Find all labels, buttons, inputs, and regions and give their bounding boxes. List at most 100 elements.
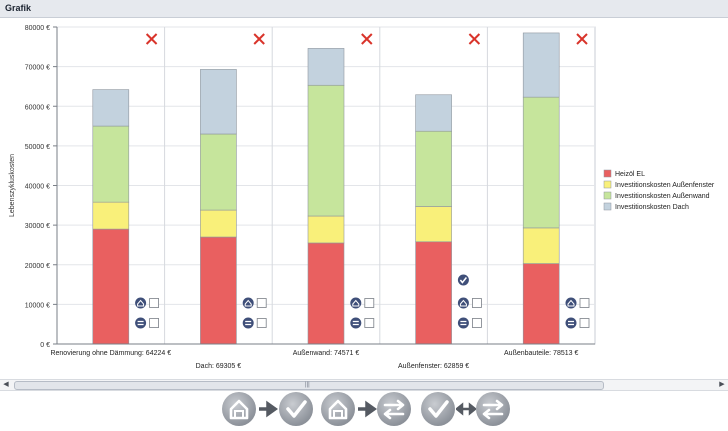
y-tick-label: 30000 € [25, 223, 50, 230]
swap-icon [482, 399, 504, 420]
bar-segment [522, 32, 560, 98]
remove-x-icon[interactable] [361, 33, 373, 45]
selection-checkbox[interactable] [471, 318, 482, 328]
house-button-2[interactable] [321, 392, 355, 426]
bar-segment [415, 130, 452, 207]
legend-swatch [603, 191, 612, 200]
y-axis-label: Lebenszykluskosten [9, 154, 16, 217]
selection-checkbox[interactable] [149, 318, 160, 328]
swap-small-icon [565, 317, 577, 329]
y-tick-label: 40000 € [25, 184, 50, 191]
x-category-label: Renovierung ohne Dämmung: 64224 € [50, 350, 171, 357]
legend-swatch [603, 202, 612, 211]
y-tick-label: 70000 € [25, 65, 50, 72]
bar-segment [307, 242, 345, 345]
horizontal-scrollbar[interactable]: ◀ ||| ▶ [0, 379, 728, 391]
scroll-right-icon[interactable]: ▶ [719, 381, 725, 388]
scroll-grip: ||| [305, 382, 310, 388]
bar-segment [307, 84, 345, 217]
bottom-toolbar [0, 390, 728, 429]
house-small-icon-glyph [459, 299, 467, 307]
scroll-thumb[interactable]: ||| [14, 381, 604, 390]
selection-checkbox[interactable] [256, 298, 267, 308]
bar-segment [307, 48, 345, 86]
panel-title: Grafik [5, 3, 32, 13]
bar-segment [415, 241, 452, 345]
house-small-icon-glyph [137, 299, 145, 307]
swap-small-icon-glyph [460, 320, 467, 326]
check-button-2[interactable] [421, 392, 455, 426]
stacked-bar-chart: 0 € 10000 € 20000 € 30000 € 40000 € 50000 € 60… [9, 25, 715, 370]
bar-segment [92, 89, 130, 127]
bar-segment [200, 236, 237, 345]
house-small-icon-glyph [567, 299, 575, 307]
selection-checkbox[interactable] [579, 318, 590, 328]
selection-checkbox[interactable] [149, 298, 160, 308]
check-icon [428, 400, 449, 418]
swap-small-icon-glyph [245, 320, 252, 326]
y-tick-label: 20000 € [25, 263, 50, 270]
bar-segment [415, 94, 452, 132]
house-icon [229, 399, 249, 420]
legend-label: Investitionskosten Außenfenster [615, 182, 715, 189]
swap-small-icon [350, 317, 362, 329]
check-button[interactable] [279, 392, 313, 426]
swap-small-icon [457, 317, 469, 329]
swap-button[interactable] [377, 392, 411, 426]
swap-small-icon [135, 317, 147, 329]
swap-button-2[interactable] [476, 392, 510, 426]
bar-segment [200, 69, 237, 135]
bar-segment [92, 228, 130, 345]
bar-segment [307, 215, 345, 244]
legend-swatch [603, 169, 612, 178]
selection-checkbox[interactable] [364, 318, 375, 328]
bar-segment [522, 227, 560, 264]
arrow-both-icon [456, 402, 476, 416]
swap-icon [383, 399, 405, 420]
swap-small-icon-glyph [568, 320, 574, 326]
legend-label: Investitionskosten Dach [615, 204, 689, 211]
checkmark-icon-stroke [459, 277, 467, 284]
bar-segment [92, 201, 130, 230]
house-small-icon [350, 297, 362, 309]
x-category-label: Dach: 69305 € [196, 363, 242, 370]
house-small-icon [565, 297, 577, 309]
checkmark-icon [457, 274, 469, 286]
x-category-label: Außenfenster: 62859 € [398, 363, 469, 370]
y-tick-label: 10000 € [25, 302, 50, 309]
selection-checkbox[interactable] [256, 318, 267, 328]
remove-x-icon[interactable] [145, 33, 158, 45]
check-icon [286, 400, 307, 418]
y-tick-label: 80000 € [25, 25, 50, 32]
house-small-icon [457, 297, 469, 309]
selection-checkbox[interactable] [471, 298, 482, 308]
y-tick-label: 60000 € [25, 104, 50, 111]
bar-segment [200, 133, 237, 211]
bar-segment [200, 209, 237, 238]
arrow-right-icon [358, 400, 377, 418]
swap-small-icon [242, 317, 254, 329]
arrow-right-icon [259, 400, 278, 418]
x-category-label: Außenbauteile: 78513 € [504, 350, 578, 357]
legend-swatch [603, 180, 612, 189]
remove-x-icon[interactable] [253, 33, 265, 45]
bar-segment [415, 206, 452, 243]
house-small-icon-glyph [244, 299, 252, 307]
house-small-icon [242, 297, 254, 309]
panel-titlebar: Grafik [0, 0, 728, 18]
x-category-label: Außenwand: 74571 € [293, 350, 360, 357]
y-tick-label: 0 € [40, 342, 50, 349]
remove-x-icon[interactable] [468, 33, 481, 45]
house-small-icon [135, 297, 147, 309]
bar-segment [522, 96, 560, 229]
house-icon [328, 399, 348, 420]
swap-small-icon-glyph [352, 320, 359, 326]
bar-segment [522, 263, 560, 345]
remove-x-icon[interactable] [576, 33, 588, 45]
legend-label: Heizöl EL [615, 171, 645, 178]
house-small-icon-glyph [352, 299, 360, 307]
selection-checkbox[interactable] [579, 298, 590, 308]
scroll-left-icon[interactable]: ◀ [3, 381, 9, 388]
selection-checkbox[interactable] [364, 298, 375, 308]
house-button[interactable] [222, 392, 256, 426]
